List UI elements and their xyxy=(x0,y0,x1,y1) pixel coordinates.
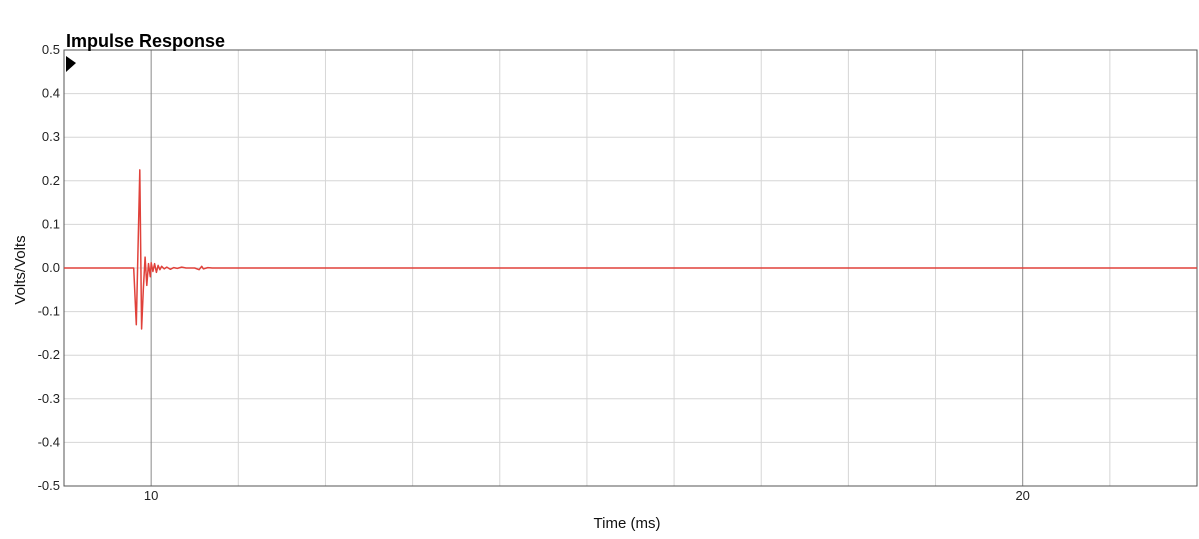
y-tick-label: 0.4 xyxy=(42,86,60,101)
y-tick-label: -0.1 xyxy=(38,304,60,319)
y-tick-label: -0.3 xyxy=(38,391,60,406)
y-tick-label: -0.5 xyxy=(38,478,60,493)
x-axis-ticks: 10 20 xyxy=(144,488,1030,503)
chart-title: Impulse Response xyxy=(66,31,225,51)
y-axis-ticks: 0.5 0.4 0.3 0.2 0.1 0.0 -0.1 -0.2 -0.3 -0.4 -0.5 xyxy=(38,42,60,493)
y-tick-label: 0.3 xyxy=(42,129,60,144)
y-tick-label: -0.4 xyxy=(38,434,60,449)
y-tick-label: 0.0 xyxy=(42,260,60,275)
y-tick-label: 0.5 xyxy=(42,42,60,57)
y-tick-label: -0.2 xyxy=(38,347,60,362)
y-tick-label: 0.2 xyxy=(42,173,60,188)
impulse-series-line xyxy=(64,169,1197,330)
series-group xyxy=(64,169,1197,330)
y-tick-label: 0.1 xyxy=(42,216,60,231)
x-tick-label: 10 xyxy=(144,488,158,503)
x-axis-label: Time (ms) xyxy=(594,515,661,532)
y-axis-label: Volts/Volts xyxy=(12,235,29,304)
x-tick-label: 20 xyxy=(1015,488,1029,503)
cursor-marker-icon[interactable] xyxy=(66,56,76,72)
